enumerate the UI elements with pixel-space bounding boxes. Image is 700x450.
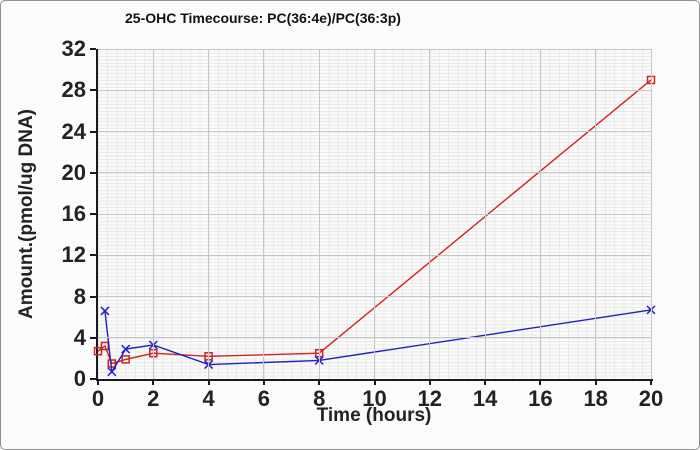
y-tick-label: 28 bbox=[61, 77, 86, 103]
x-tick-mark bbox=[97, 379, 99, 385]
marker-open-square bbox=[121, 355, 130, 364]
x-tick-label: 2 bbox=[147, 386, 160, 411]
major-gridline-horizontal bbox=[98, 48, 651, 50]
y-tick-label: 32 bbox=[61, 36, 86, 61]
x-tick-label: 4 bbox=[202, 386, 215, 411]
y-tick-label: 4 bbox=[73, 324, 86, 350]
y-tick-label: 8 bbox=[73, 283, 86, 309]
x-tick-mark bbox=[207, 379, 210, 385]
y-tick-mark bbox=[90, 89, 96, 92]
major-gridline-vertical bbox=[650, 49, 652, 379]
y-tick-label: 12 bbox=[61, 242, 86, 268]
y-tick-label: 24 bbox=[61, 118, 86, 144]
y-tick-mark bbox=[90, 295, 96, 298]
series-line-blue-x-crosses bbox=[104, 309, 652, 374]
marker-x-cross bbox=[100, 306, 110, 316]
y-tick-mark bbox=[90, 48, 96, 50]
plot-area: 0 4 8 12 16 20 24 28 32 0 2 4 6 8 10 12 14 16 18 20 bbox=[62, 36, 664, 411]
major-gridline-horizontal bbox=[98, 89, 651, 91]
major-gridline-horizontal bbox=[98, 172, 651, 174]
major-gridline-horizontal bbox=[98, 337, 651, 339]
x-tick-mark bbox=[650, 379, 652, 385]
y-tick-label: 0 bbox=[73, 366, 86, 391]
x-tick-label: 8 bbox=[313, 386, 326, 411]
y-tick-mark bbox=[90, 213, 96, 215]
y-tick-label: 16 bbox=[61, 201, 86, 226]
x-tick-mark bbox=[318, 379, 321, 385]
major-gridline-horizontal bbox=[98, 213, 651, 215]
major-gridline-horizontal bbox=[98, 296, 651, 297]
major-gridline-horizontal bbox=[98, 131, 651, 132]
major-gridline-horizontal bbox=[98, 254, 651, 256]
y-tick-mark bbox=[90, 171, 96, 174]
x-tick-mark bbox=[373, 379, 376, 385]
x-tick-mark bbox=[594, 379, 597, 385]
marker-open-square bbox=[93, 346, 103, 356]
y-tick-mark bbox=[90, 336, 96, 339]
y-tick-mark bbox=[90, 130, 96, 133]
y-tick-label: 20 bbox=[61, 159, 86, 185]
x-tick-mark bbox=[484, 379, 487, 385]
marker-x-cross bbox=[107, 367, 117, 377]
x-tick-label: 16 bbox=[528, 386, 553, 411]
x-tick-label: 6 bbox=[257, 386, 271, 411]
x-tick-mark bbox=[428, 379, 431, 385]
x-tick-mark bbox=[539, 379, 542, 385]
x-tick-mark bbox=[262, 379, 265, 385]
y-axis-line bbox=[96, 49, 98, 381]
x-tick-label: 10 bbox=[362, 386, 387, 411]
x-tick-label: 14 bbox=[472, 386, 498, 411]
x-tick-label: 20 bbox=[638, 386, 664, 411]
marker-x-cross bbox=[121, 344, 131, 354]
y-tick-mark bbox=[90, 378, 96, 380]
x-tick-label: 12 bbox=[417, 386, 443, 411]
x-tick-mark bbox=[152, 379, 155, 385]
chart-title: 25-OHC Timecourse: PC(36:4e)/PC(36:3p) bbox=[125, 10, 401, 26]
x-tick-label: 0 bbox=[91, 386, 105, 411]
y-tick-mark bbox=[90, 254, 96, 257]
x-tick-label: 18 bbox=[583, 386, 608, 411]
x-axis-label: Time (hours) bbox=[316, 405, 432, 426]
